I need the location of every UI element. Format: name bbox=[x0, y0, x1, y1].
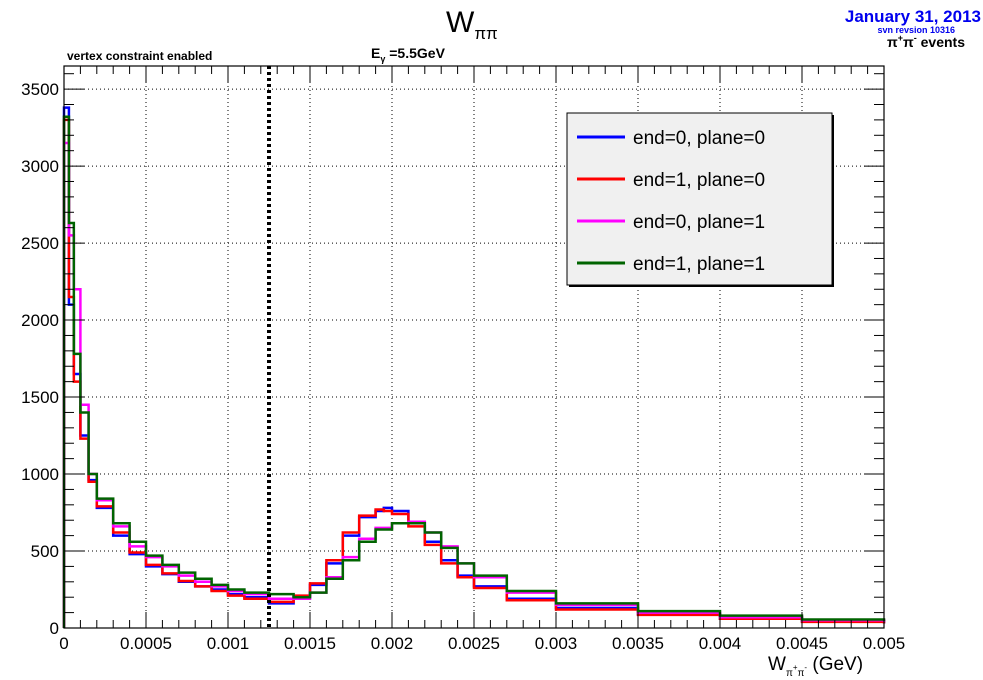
events-label: π+π- events bbox=[887, 33, 965, 50]
y-tick-label: 0 bbox=[50, 619, 59, 638]
x-tick-label: 0.0035 bbox=[612, 634, 664, 653]
vertex-label: vertex constraint enabled bbox=[67, 49, 212, 63]
y-tick-label: 3500 bbox=[21, 80, 59, 99]
series-group bbox=[62, 106, 886, 628]
x-tick-label: 0.004 bbox=[699, 634, 742, 653]
series-line-2 bbox=[62, 118, 886, 628]
x-tick-label: 0.0015 bbox=[284, 634, 336, 653]
legend: end=0, plane=0 end=1, plane=0 end=0, plane… bbox=[566, 112, 834, 287]
x-tick-label: 0.003 bbox=[535, 634, 578, 653]
x-tick-label: 0.002 bbox=[371, 634, 414, 653]
x-tick-label: 0.001 bbox=[207, 634, 250, 653]
y-tick-label: 3000 bbox=[21, 157, 59, 176]
x-tick-label: 0 bbox=[59, 634, 68, 653]
x-tick-label: 0.0045 bbox=[776, 634, 828, 653]
y-tick-label: 1500 bbox=[21, 388, 59, 407]
legend-label-4: end=1, plane=1 bbox=[633, 254, 765, 275]
chart-title-main: W bbox=[446, 6, 475, 39]
x-tick-label: 0.0025 bbox=[448, 634, 500, 653]
axes: 0 0.0005 0.001 0.0015 0.002 0.0025 0.003 0.0035… bbox=[21, 65, 906, 653]
y-tick-label: 2500 bbox=[21, 234, 59, 253]
legend-label-1: end=0, plane=0 bbox=[633, 128, 765, 149]
legend-label-3: end=0, plane=1 bbox=[633, 212, 765, 233]
x-tick-label: 0.005 bbox=[863, 634, 906, 653]
svn-label: svn revsion 10316 bbox=[877, 25, 955, 35]
legend-box bbox=[566, 112, 833, 286]
chart-title-sub: ππ bbox=[474, 24, 497, 43]
x-axis-label: Wπ+π- (GeV) bbox=[768, 654, 863, 679]
series-line-4 bbox=[62, 115, 886, 628]
energy-label: Eγ =5.5GeV bbox=[371, 45, 446, 64]
y-tick-label: 2000 bbox=[21, 311, 59, 330]
y-tick-label: 1000 bbox=[21, 465, 59, 484]
legend-label-2: end=1, plane=0 bbox=[633, 170, 765, 191]
chart-title: Wππ bbox=[446, 6, 498, 43]
y-tick-label: 500 bbox=[31, 542, 59, 561]
date-label: January 31, 2013 bbox=[845, 7, 981, 26]
x-tick-label: 0.0005 bbox=[120, 634, 172, 653]
grid bbox=[64, 66, 884, 628]
